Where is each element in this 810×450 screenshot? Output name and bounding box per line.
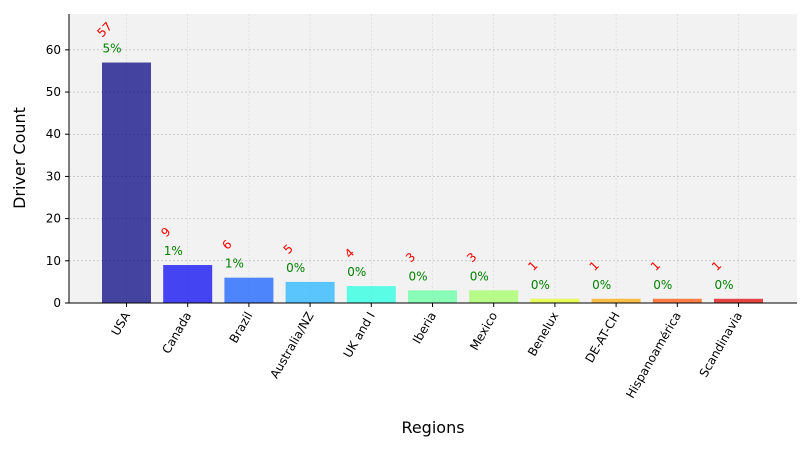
x-tick-label: UK and I <box>341 310 378 361</box>
y-axis-title: Driver Count <box>10 107 29 209</box>
bar <box>652 298 702 303</box>
percent-label: 0% <box>286 261 305 275</box>
bar <box>224 277 274 303</box>
x-tick-label: DE-AT-CH <box>583 310 623 366</box>
x-tick-label: Brazil <box>227 310 256 346</box>
percent-label: 0% <box>715 278 734 292</box>
y-ticks: 0 10 20 30 40 50 60 <box>46 43 69 310</box>
plot-background <box>69 14 797 303</box>
percent-label: 0% <box>592 278 611 292</box>
y-tick-label: 40 <box>46 127 61 141</box>
y-tick-label: 20 <box>46 212 61 226</box>
bar <box>469 290 519 303</box>
bar <box>346 286 396 303</box>
x-tick-label: Scandinavia <box>697 310 746 380</box>
y-tick-label: 60 <box>46 43 61 57</box>
percent-label: 1% <box>164 244 183 258</box>
x-tick-label: Iberia <box>410 310 439 347</box>
percent-label: 0% <box>470 269 489 283</box>
x-tick-label: Benelux <box>525 310 561 359</box>
x-tick-label: Canada <box>159 310 194 357</box>
bar <box>714 298 763 303</box>
x-tick-label: Australia/NZ <box>267 310 316 381</box>
bar <box>408 290 457 303</box>
y-tick-label: 50 <box>46 85 61 99</box>
grid-lines <box>69 14 797 303</box>
y-tick-label: 10 <box>46 254 61 268</box>
percent-label: 5% <box>103 42 122 56</box>
percent-label: 0% <box>653 278 672 292</box>
bar <box>530 298 580 303</box>
y-tick-label: 30 <box>46 169 61 183</box>
bar <box>591 298 641 303</box>
x-tick-label: Hispanoamérica <box>623 310 684 401</box>
bar <box>102 62 151 303</box>
y-tick-label: 0 <box>53 296 61 310</box>
x-axis-title: Regions <box>401 418 464 437</box>
bar <box>285 281 335 303</box>
percent-label: 0% <box>347 265 366 279</box>
bars <box>102 62 763 303</box>
x-tick-label: Mexico <box>467 310 500 353</box>
percent-label: 0% <box>531 278 550 292</box>
x-tick-label: USA <box>109 309 134 338</box>
percent-label: 0% <box>409 269 428 283</box>
x-ticks: USA Canada Brazil Australia/NZ UK and I Iberi… <box>109 303 746 401</box>
percent-label: 1% <box>225 257 244 271</box>
bar <box>163 265 213 303</box>
